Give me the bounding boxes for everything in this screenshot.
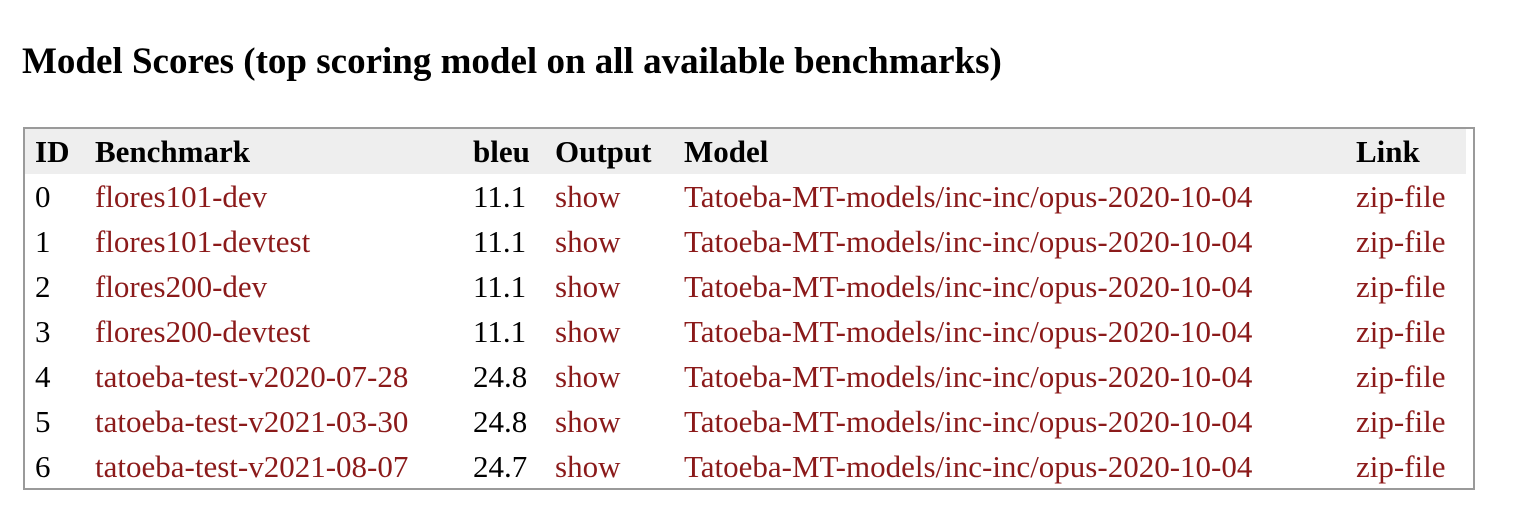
- header-link: Link: [1356, 134, 1420, 169]
- model-link[interactable]: Tatoeba-MT-models/inc-inc/opus-2020-10-0…: [684, 179, 1253, 214]
- table-header-row: ID Benchmark bleu Output Model Link: [25, 129, 1466, 174]
- output-show-link[interactable]: show: [555, 224, 621, 259]
- row-id: 3: [35, 314, 51, 349]
- row-id: 5: [35, 404, 51, 439]
- row-id: 6: [35, 449, 51, 484]
- model-link[interactable]: Tatoeba-MT-models/inc-inc/opus-2020-10-0…: [684, 449, 1253, 484]
- benchmark-link[interactable]: tatoeba-test-v2020-07-28: [95, 359, 409, 394]
- bleu-score: 11.1: [473, 269, 527, 304]
- bleu-score: 11.1: [473, 179, 527, 214]
- benchmark-link[interactable]: flores101-devtest: [95, 224, 311, 259]
- header-benchmark: Benchmark: [95, 134, 250, 169]
- table-row: 2 flores200-dev 11.1 show Tatoeba-MT-mod…: [25, 264, 1466, 309]
- row-id: 4: [35, 359, 51, 394]
- output-show-link[interactable]: show: [555, 269, 621, 304]
- table-row: 6 tatoeba-test-v2021-08-07 24.7 show Tat…: [25, 444, 1466, 489]
- row-id: 1: [35, 224, 51, 259]
- page-title: Model Scores (top scoring model on all a…: [22, 41, 1002, 82]
- benchmark-link[interactable]: flores200-devtest: [95, 314, 311, 349]
- benchmark-link[interactable]: tatoeba-test-v2021-08-07: [95, 449, 409, 484]
- zip-file-link[interactable]: zip-file: [1356, 314, 1446, 349]
- zip-file-link[interactable]: zip-file: [1356, 359, 1446, 394]
- benchmark-link[interactable]: flores200-dev: [95, 269, 268, 304]
- benchmark-link[interactable]: flores101-dev: [95, 179, 268, 214]
- header-id: ID: [35, 134, 70, 169]
- scores-table: ID Benchmark bleu Output Model Link 0 fl…: [25, 129, 1466, 489]
- row-id: 2: [35, 269, 51, 304]
- output-show-link[interactable]: show: [555, 404, 621, 439]
- table-row: 4 tatoeba-test-v2020-07-28 24.8 show Tat…: [25, 354, 1466, 399]
- table-row: 3 flores200-devtest 11.1 show Tatoeba-MT…: [25, 309, 1466, 354]
- table-row: 1 flores101-devtest 11.1 show Tatoeba-MT…: [25, 219, 1466, 264]
- zip-file-link[interactable]: zip-file: [1356, 179, 1446, 214]
- bleu-score: 24.8: [473, 359, 528, 394]
- model-link[interactable]: Tatoeba-MT-models/inc-inc/opus-2020-10-0…: [684, 314, 1253, 349]
- zip-file-link[interactable]: zip-file: [1356, 224, 1446, 259]
- output-show-link[interactable]: show: [555, 359, 621, 394]
- model-link[interactable]: Tatoeba-MT-models/inc-inc/opus-2020-10-0…: [684, 404, 1253, 439]
- scores-table-container: ID Benchmark bleu Output Model Link 0 fl…: [23, 127, 1475, 490]
- zip-file-link[interactable]: zip-file: [1356, 404, 1446, 439]
- header-output: Output: [555, 134, 652, 169]
- output-show-link[interactable]: show: [555, 314, 621, 349]
- output-show-link[interactable]: show: [555, 179, 621, 214]
- table-row: 5 tatoeba-test-v2021-03-30 24.8 show Tat…: [25, 399, 1466, 444]
- zip-file-link[interactable]: zip-file: [1356, 269, 1446, 304]
- zip-file-link[interactable]: zip-file: [1356, 449, 1446, 484]
- bleu-score: 11.1: [473, 224, 527, 259]
- output-show-link[interactable]: show: [555, 449, 621, 484]
- row-id: 0: [35, 179, 51, 214]
- bleu-score: 11.1: [473, 314, 527, 349]
- header-bleu: bleu: [473, 134, 530, 169]
- bleu-score: 24.8: [473, 404, 528, 439]
- table-row: 0 flores101-dev 11.1 show Tatoeba-MT-mod…: [25, 174, 1466, 219]
- model-link[interactable]: Tatoeba-MT-models/inc-inc/opus-2020-10-0…: [684, 359, 1253, 394]
- model-link[interactable]: Tatoeba-MT-models/inc-inc/opus-2020-10-0…: [684, 269, 1253, 304]
- model-link[interactable]: Tatoeba-MT-models/inc-inc/opus-2020-10-0…: [684, 224, 1253, 259]
- bleu-score: 24.7: [473, 449, 528, 484]
- benchmark-link[interactable]: tatoeba-test-v2021-03-30: [95, 404, 409, 439]
- header-model: Model: [684, 134, 769, 169]
